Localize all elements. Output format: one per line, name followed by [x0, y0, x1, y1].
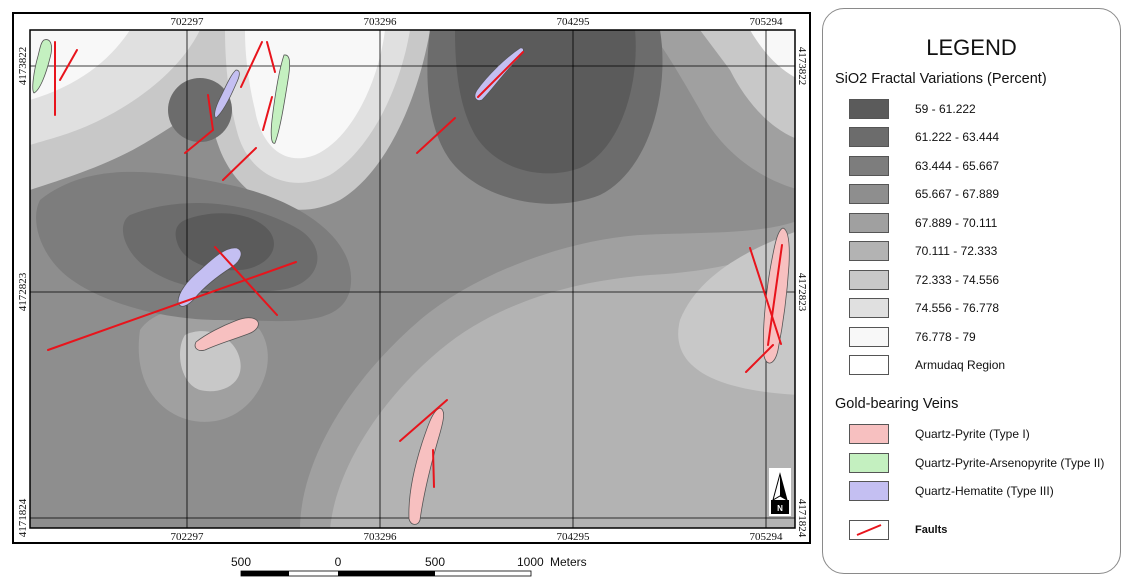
legend-class-3: 63.444 - 65.667	[849, 155, 999, 177]
north-arrow: N	[769, 468, 791, 516]
x-tick-bottom-3: 704295	[557, 531, 591, 543]
vein-swatch	[849, 453, 889, 473]
legend-vein-type-ii: Quartz-Pyrite-Arsenopyrite (Type II)	[849, 452, 1104, 474]
legend-faults: Faults	[849, 519, 947, 541]
legend-class-4: 65.667 - 67.889	[849, 183, 999, 205]
x-tick-bottom-1: 702297	[171, 531, 205, 543]
scale-label-500-right: 500	[425, 555, 445, 569]
class-label: 76.778 - 79	[915, 330, 976, 344]
vein-type-i	[408, 407, 444, 525]
vein-type-ii	[32, 39, 52, 94]
north-label: N	[777, 504, 783, 513]
class-label: 61.222 - 63.444	[915, 130, 1000, 144]
sio2-surface	[30, 30, 795, 528]
class-swatch	[849, 156, 889, 176]
vein-swatch	[849, 424, 889, 444]
class-swatch	[849, 355, 889, 375]
contour-low-nw	[168, 78, 232, 142]
x-tick-bottom-4: 705294	[750, 531, 784, 543]
contour-70	[330, 242, 795, 528]
legend-class-6: 70.111 - 72.333	[849, 240, 997, 262]
class-label: 59 - 61.222	[915, 102, 976, 116]
contour-highest-northeast	[750, 30, 795, 78]
contour-lowest-centre	[175, 213, 274, 271]
legend-title: LEGEND	[926, 35, 1017, 60]
class-label: 74.556 - 76.778	[915, 301, 1000, 315]
map-inner-frame	[29, 29, 796, 529]
sio2-legend-title: SiO2 Fractal Variations (Percent)	[835, 71, 1047, 87]
y-tick-left-3: 4171824	[17, 498, 29, 537]
legend-panel: LEGEND SiO2 Fractal Variations (Percent)…	[822, 8, 1121, 574]
vein-label: Quartz-Hematite (Type III)	[915, 484, 1054, 498]
class-swatch	[849, 327, 889, 347]
legend-class-2: 61.222 - 63.444	[849, 126, 999, 148]
class-swatch	[849, 241, 889, 261]
scale-label-500-left: 500	[231, 555, 251, 569]
x-tick-top-2: 703296	[364, 16, 398, 28]
coordinate-grid	[30, 30, 795, 528]
legend-vein-type-i: Quartz-Pyrite (Type I)	[849, 423, 1030, 445]
legend-class-1: 59 - 61.222	[849, 98, 976, 120]
y-tick-right-3: 4171824	[796, 499, 808, 538]
class-label: 63.444 - 65.667	[915, 159, 1000, 173]
x-tick-top-1: 702297	[171, 16, 205, 28]
class-label: 67.889 - 70.111	[915, 216, 998, 230]
x-tick-bottom-2: 703296	[364, 531, 398, 543]
vein-swatch	[849, 481, 889, 501]
vein-label: Quartz-Pyrite-Arsenopyrite (Type II)	[915, 456, 1105, 470]
y-tick-left-2: 4172823	[17, 272, 29, 311]
faults-layer	[47, 41, 783, 488]
class-swatch	[849, 127, 889, 147]
vein-label: Quartz-Pyrite (Type I)	[915, 427, 1030, 441]
class-swatch	[849, 99, 889, 119]
class-label: 70.111 - 72.333	[915, 244, 998, 258]
x-tick-top-3: 704295	[557, 16, 591, 28]
class-swatch	[849, 298, 889, 318]
legend-class-7: 72.333 - 74.556	[849, 269, 999, 291]
legend-class-9: 76.778 - 79	[849, 326, 976, 348]
class-label: Armudaq Region	[915, 358, 1006, 372]
class-label: 72.333 - 74.556	[915, 273, 1000, 287]
scale-label-1000: 1000	[517, 555, 544, 569]
vein-type-iii	[214, 69, 240, 119]
legend-vein-type-iii: Quartz-Hematite (Type III)	[849, 480, 1054, 502]
class-swatch	[849, 184, 889, 204]
vein-type-ii	[270, 54, 291, 144]
vein-type-iii	[177, 247, 242, 307]
legend-class-5: 67.889 - 70.111	[849, 212, 997, 234]
y-tick-right-1: 4173822	[796, 47, 808, 86]
scale-label-0: 0	[335, 555, 342, 569]
y-tick-left-1: 4173822	[17, 47, 29, 86]
x-tick-top-4: 705294	[750, 16, 784, 28]
fault-label: Faults	[915, 524, 948, 536]
y-tick-right-2: 4172823	[796, 273, 808, 312]
legend-class-10: Armudaq Region	[849, 354, 1005, 376]
veins-legend-title: Gold-bearing Veins	[835, 396, 959, 412]
contour-highest-north	[245, 30, 385, 159]
scale-bar: 500 0 500 1000 Meters	[231, 555, 587, 577]
class-label: 65.667 - 67.889	[915, 187, 1000, 201]
fault-swatch	[849, 520, 889, 540]
scale-label-unit: Meters	[550, 555, 587, 569]
map-canvas: N 702297 703296 704295 705294 702297 703…	[12, 12, 811, 577]
class-swatch	[849, 270, 889, 290]
class-swatch	[849, 213, 889, 233]
vein-type-i	[194, 317, 259, 351]
legend-class-8: 74.556 - 76.778	[849, 297, 999, 319]
